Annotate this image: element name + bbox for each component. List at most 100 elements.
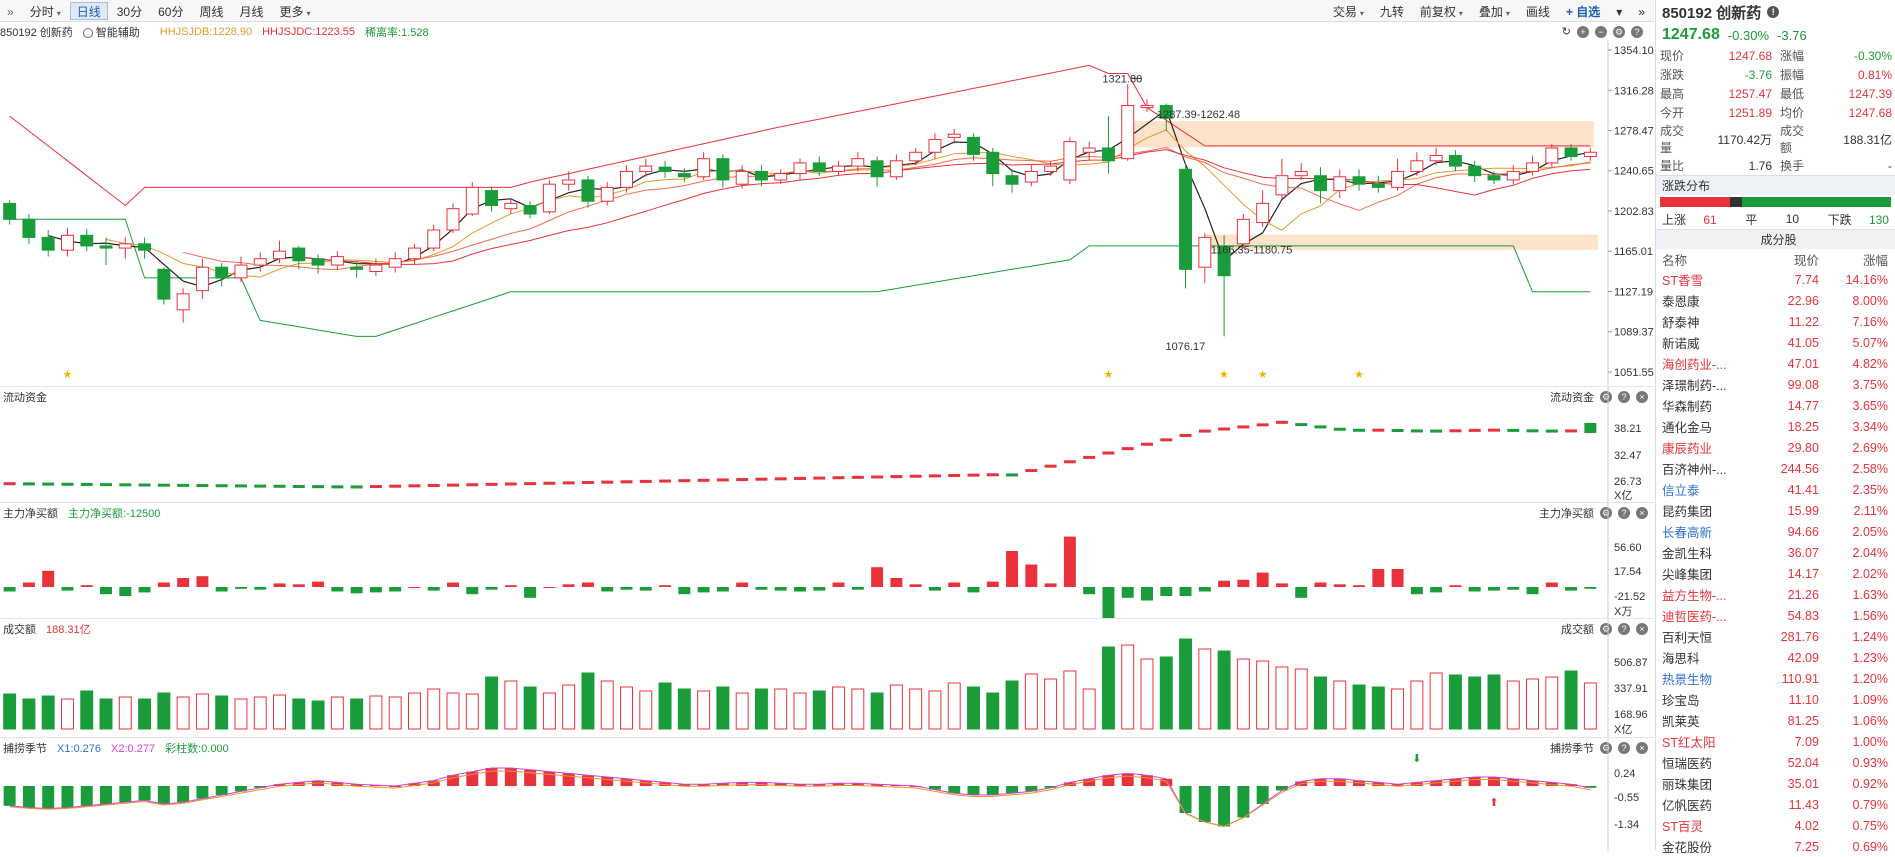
close-icon[interactable]: ×	[1636, 623, 1648, 635]
list-item[interactable]: 康辰药业 29.80 2.69%	[1656, 437, 1895, 458]
volume-bar	[427, 688, 441, 730]
chevron-down-icon: ▾	[1359, 9, 1364, 18]
list-item[interactable]: 迪哲医药-... 54.83 1.56%	[1656, 605, 1895, 626]
list-item[interactable]: 昆药集团 15.99 2.11%	[1656, 500, 1895, 521]
refresh-icon[interactable]: ↻	[1561, 26, 1571, 38]
column-header[interactable]: 现价	[1793, 253, 1819, 268]
list-item[interactable]: 通化金马 18.25 3.34%	[1656, 416, 1895, 437]
list-item[interactable]: 泽璟制药-... 99.08 3.75%	[1656, 374, 1895, 395]
settings-icon[interactable]: ⚙	[1600, 391, 1612, 403]
timeframe-tab-1[interactable]: 日线	[69, 1, 108, 20]
quote-label: 涨幅	[1780, 49, 1805, 63]
list-item[interactable]: 丽珠集团 35.01 0.92%	[1656, 773, 1895, 794]
stock-price: 35.01	[1787, 776, 1819, 791]
list-item[interactable]: 舒泰神 11.22 7.16%	[1656, 311, 1895, 332]
resistance-zone	[1123, 120, 1594, 148]
list-item[interactable]: 泰恩康 22.96 8.00%	[1656, 290, 1895, 311]
flow-bar	[1256, 423, 1269, 427]
list-item[interactable]: ST香雪 7.74 14.16%	[1656, 269, 1895, 290]
list-item[interactable]: 珍宝岛 11.10 1.09%	[1656, 689, 1895, 710]
expand-right-icon[interactable]: »	[1638, 5, 1645, 19]
season-x1-line	[9, 770, 1591, 827]
info-icon[interactable]: !	[1767, 6, 1780, 18]
list-item[interactable]: 海思科 42.09 1.23%	[1656, 647, 1895, 668]
assist-toggle[interactable]: 智能辅助	[82, 24, 150, 40]
candle-body	[1487, 175, 1501, 181]
timeframe-tab-5[interactable]: 月线	[239, 4, 264, 19]
list-item[interactable]: 信立泰 41.41 2.35%	[1656, 479, 1895, 500]
settings-icon[interactable]: ⚙	[1600, 742, 1612, 754]
list-item[interactable]: 尖峰集团 14.17 2.02%	[1656, 563, 1895, 584]
net-bar	[755, 587, 768, 590]
list-item[interactable]: 亿帆医药 11.43 0.79%	[1656, 794, 1895, 815]
help-icon[interactable]: ?	[1618, 742, 1630, 754]
list-item[interactable]: 金凯生科 36.07 2.04%	[1656, 542, 1895, 563]
list-item[interactable]: 百利天恒 281.76 1.24%	[1656, 626, 1895, 647]
list-item[interactable]: 长春高新 94.66 2.05%	[1656, 521, 1895, 542]
column-header[interactable]: 名称	[1662, 253, 1688, 268]
net-bar	[1391, 569, 1404, 587]
volume-bar	[754, 688, 768, 730]
net-bar	[1449, 585, 1462, 587]
help-icon[interactable]: ?	[1618, 623, 1630, 635]
candle-body	[1294, 170, 1308, 177]
list-item[interactable]: 金花股份 7.25 0.69%	[1656, 836, 1895, 857]
net-axis-label: 17.54	[1614, 566, 1642, 578]
chevron-down-icon[interactable]: ▾	[1616, 5, 1623, 19]
net-bar	[1584, 587, 1597, 589]
close-icon[interactable]: ×	[1636, 391, 1648, 403]
settings-icon[interactable]: ⚙	[1613, 25, 1625, 38]
volume-bar	[504, 680, 518, 730]
list-item[interactable]: 海创药业-... 47.01 4.82%	[1656, 353, 1895, 374]
close-icon[interactable]: ×	[1636, 742, 1648, 754]
toolbar-button-0[interactable]: 交易 ▾	[1332, 5, 1364, 19]
candlestick-chart[interactable]: 1354.10 1316.28 1278.47 1240.65 1202.83 1165.…	[0, 40, 1654, 385]
season-bar	[794, 784, 806, 786]
list-item[interactable]: 华森制药 14.77 3.65%	[1656, 395, 1895, 416]
minus-icon[interactable]: −	[1595, 25, 1607, 38]
toolbar-button-3[interactable]: 叠加 ▾	[1478, 5, 1510, 19]
volume-chart: 506.87 337.91 168.96 X亿	[3, 619, 1648, 737]
toolbar-button-4[interactable]: 画线	[1525, 5, 1550, 19]
list-item[interactable]: 凯莱英 81.25 1.06%	[1656, 710, 1895, 731]
help-icon[interactable]: ?	[1618, 507, 1630, 519]
list-item[interactable]: 新诺威 41.05 5.07%	[1656, 332, 1895, 353]
list-item[interactable]: ST百灵 4.02 0.75%	[1656, 815, 1895, 836]
flow-bar	[177, 483, 190, 487]
signal-star-icon: ★	[1354, 369, 1364, 381]
settings-icon[interactable]: ⚙	[1600, 623, 1612, 635]
list-item[interactable]: 热景生物 110.91 1.20%	[1656, 668, 1895, 689]
season-bar	[350, 784, 363, 786]
volume-bar	[1140, 658, 1154, 730]
season-bar	[177, 786, 190, 803]
timeframe-tab-3[interactable]: 60分	[158, 4, 184, 19]
volume-bar	[523, 686, 537, 730]
volume-bar	[793, 692, 807, 730]
help-icon[interactable]: ?	[1631, 25, 1643, 38]
timeframe-tab-0[interactable]: 分时 ▾	[29, 4, 61, 19]
toolbar-button-5[interactable]: + 自选	[1565, 5, 1601, 19]
help-icon[interactable]: ?	[1618, 391, 1630, 403]
net-bar	[119, 587, 132, 596]
timeframe-tab-6[interactable]: 更多 ▾	[279, 4, 311, 19]
volume-bar	[1487, 674, 1501, 730]
list-item[interactable]: 恒瑞医药 52.04 0.93%	[1656, 752, 1895, 773]
flow-bar	[697, 478, 710, 482]
expand-icon[interactable]: »	[7, 4, 14, 19]
timeframe-tab-4[interactable]: 周线	[199, 4, 224, 19]
column-header[interactable]: 涨幅	[1862, 253, 1888, 268]
list-item[interactable]: 益方生物-... 21.26 1.63%	[1656, 584, 1895, 605]
list-item[interactable]: ST红太阳 7.09 1.00%	[1656, 731, 1895, 752]
list-item[interactable]: 百济神州-... 244.56 2.58%	[1656, 458, 1895, 479]
quote-value: 0.81%	[1857, 67, 1892, 82]
close-icon[interactable]: ×	[1636, 507, 1648, 519]
toolbar-button-2[interactable]: 前复权 ▾	[1419, 5, 1463, 19]
timeframe-tab-2[interactable]: 30分	[116, 4, 143, 19]
season-bar	[967, 786, 980, 795]
quote-change-pct: -0.30%	[1727, 27, 1770, 43]
settings-icon[interactable]: ⚙	[1600, 507, 1612, 519]
net-bar	[1160, 587, 1173, 596]
signal-star-icon: ★	[1103, 369, 1113, 381]
toolbar-button-1[interactable]: 九转	[1379, 5, 1404, 19]
add-icon[interactable]: +	[1577, 25, 1589, 38]
